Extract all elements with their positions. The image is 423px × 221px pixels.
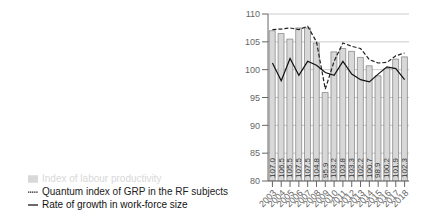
svg-text:2005: 2005: [274, 187, 296, 210]
svg-text:100: 100: [245, 65, 260, 75]
svg-text:2018: 2018: [389, 188, 410, 209]
svg-text:2003: 2003: [257, 187, 279, 210]
svg-text:90: 90: [250, 121, 260, 131]
svg-text:2011: 2011: [328, 187, 349, 209]
svg-text:100.7: 100.7: [365, 157, 374, 178]
svg-text:98.9: 98.9: [373, 162, 382, 178]
svg-text:104.8: 104.8: [312, 157, 321, 178]
svg-text:2006: 2006: [283, 187, 305, 210]
svg-text:2014: 2014: [354, 187, 376, 210]
html-text:Quantum index of GRP in the RF: Quantum index of GRP in the RF subjects: [42, 186, 228, 197]
svg-text:2010: 2010: [318, 187, 340, 210]
svg-text:2013: 2013: [345, 187, 367, 210]
html-text:Index of labour productivity: Index of labour productivity: [42, 173, 162, 184]
svg-text:85: 85: [250, 148, 260, 158]
svg-text:2016: 2016: [371, 187, 393, 210]
svg-text:103.8: 103.8: [338, 157, 347, 178]
svg-text:100.2: 100.2: [382, 157, 391, 178]
svg-text:102.2: 102.2: [356, 157, 365, 178]
svg-text:2008: 2008: [301, 187, 323, 210]
svg-text:2004: 2004: [265, 187, 288, 210]
svg-text:95: 95: [250, 93, 260, 103]
svg-text:105.5: 105.5: [285, 157, 294, 178]
svg-text:107.0: 107.0: [268, 157, 277, 178]
svg-text:103.3: 103.3: [347, 157, 356, 178]
svg-text:2009: 2009: [310, 187, 332, 210]
svg-text:80: 80: [250, 176, 260, 186]
svg-text:103.2: 103.2: [329, 157, 338, 178]
svg-text:2017: 2017: [380, 187, 402, 210]
svg-text:95.9: 95.9: [321, 162, 330, 178]
svg-text:107.5: 107.5: [294, 157, 303, 178]
svg-text:2012: 2012: [336, 187, 358, 210]
svg-text:101.9: 101.9: [391, 157, 400, 178]
svg-text:107.5: 107.5: [303, 157, 312, 178]
svg-text:2015: 2015: [362, 187, 385, 210]
svg-text:102.3: 102.3: [400, 157, 409, 178]
svg-text:110: 110: [246, 9, 260, 19]
svg-text:2007: 2007: [292, 187, 314, 210]
svg-text:106.5: 106.5: [277, 157, 286, 178]
svg-text:105: 105: [245, 37, 260, 47]
html-text:Rate of growth in work-force s: Rate of growth in work-force size: [42, 199, 188, 210]
